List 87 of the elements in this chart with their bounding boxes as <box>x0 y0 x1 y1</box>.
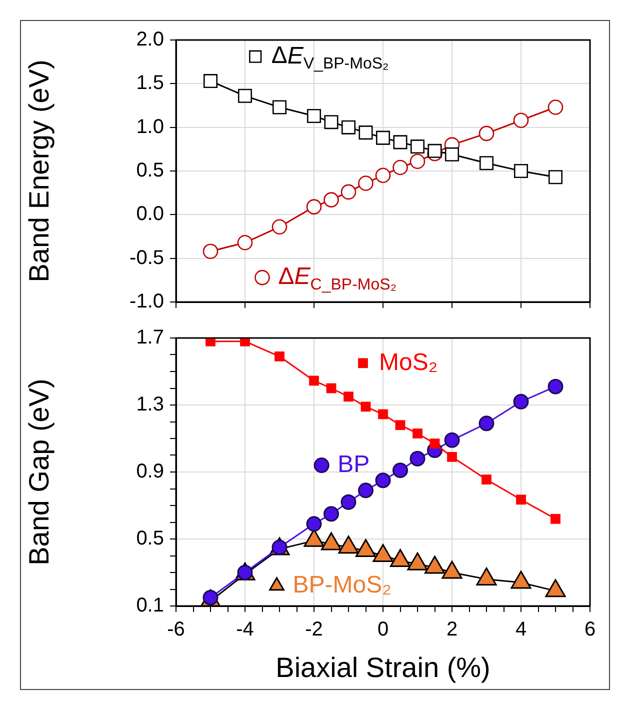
y-axis-title: Band Gap (eV) <box>24 378 55 566</box>
point <box>424 556 446 574</box>
point <box>428 144 442 158</box>
point <box>545 579 566 598</box>
legend-label: MoS₂ <box>378 348 438 376</box>
y-axis-title: Band Energy (eV) <box>24 60 55 282</box>
x-tick-label: 2 <box>446 618 458 641</box>
point <box>516 494 526 505</box>
point <box>378 409 388 420</box>
point <box>482 474 492 484</box>
point <box>306 108 322 123</box>
legend-label: BP <box>338 450 370 478</box>
point <box>326 383 336 394</box>
point <box>202 244 218 259</box>
x-tick-label: -4 <box>236 618 254 641</box>
x-tick-label: 4 <box>515 618 527 641</box>
y-tick-label: 2.0 <box>136 28 164 51</box>
point <box>430 438 440 448</box>
point <box>238 88 252 103</box>
point <box>360 402 371 412</box>
y-tick-label: 0.1 <box>136 594 164 617</box>
point <box>340 184 356 200</box>
point <box>358 126 373 140</box>
point <box>240 338 250 346</box>
point <box>395 420 406 430</box>
y-tick-label: 0.9 <box>136 460 164 483</box>
point <box>375 472 391 488</box>
point <box>372 544 394 562</box>
point <box>344 392 354 402</box>
point <box>510 570 532 589</box>
y-tick-label: 0.0 <box>136 203 164 226</box>
y-tick-label: 1.0 <box>136 116 164 138</box>
point <box>272 219 288 235</box>
point <box>324 192 339 208</box>
point <box>306 199 322 214</box>
x-tick-label: -6 <box>167 618 185 641</box>
y-tick-label: -1.0 <box>130 290 164 313</box>
x-axis-title: Biaxial Strain (%) <box>276 652 490 683</box>
point <box>309 376 319 386</box>
x-tick-label: 0 <box>377 618 389 641</box>
point <box>447 452 457 462</box>
point <box>478 126 494 142</box>
point <box>476 567 497 586</box>
x-tick-label: 6 <box>584 618 596 641</box>
point <box>479 156 494 170</box>
point <box>376 130 390 145</box>
point <box>514 164 528 178</box>
point <box>392 462 408 478</box>
point <box>338 536 359 554</box>
point <box>358 482 374 498</box>
y-tick-label: 1.3 <box>136 394 164 416</box>
point <box>320 532 342 550</box>
point <box>548 170 563 184</box>
point <box>412 428 422 438</box>
point <box>206 338 216 346</box>
point <box>237 234 253 250</box>
point <box>410 140 425 154</box>
legend-label: BP-MoS₂ <box>292 572 392 599</box>
point <box>340 494 356 510</box>
point <box>442 560 462 579</box>
point <box>203 74 218 88</box>
point <box>341 120 356 134</box>
point <box>444 432 460 448</box>
point <box>375 168 391 184</box>
point <box>410 154 426 170</box>
point <box>390 549 411 568</box>
point <box>410 450 426 466</box>
point <box>513 112 529 128</box>
y-tick-label: 1.5 <box>136 72 164 94</box>
point <box>478 416 494 432</box>
y-tick-label: 0.5 <box>136 528 164 550</box>
point <box>407 552 428 570</box>
point <box>444 147 460 162</box>
point <box>393 135 408 150</box>
point <box>324 115 338 130</box>
point <box>548 378 564 394</box>
point <box>513 394 529 410</box>
point <box>272 100 287 114</box>
x-tick-label: -2 <box>305 618 323 641</box>
point <box>392 160 408 176</box>
y-tick-label: -0.5 <box>130 246 164 269</box>
y-tick-label: 1.7 <box>136 326 164 349</box>
point <box>274 351 284 362</box>
point <box>358 176 374 191</box>
point <box>355 538 376 557</box>
y-tick-label: 0.5 <box>136 160 164 182</box>
point <box>548 100 564 115</box>
